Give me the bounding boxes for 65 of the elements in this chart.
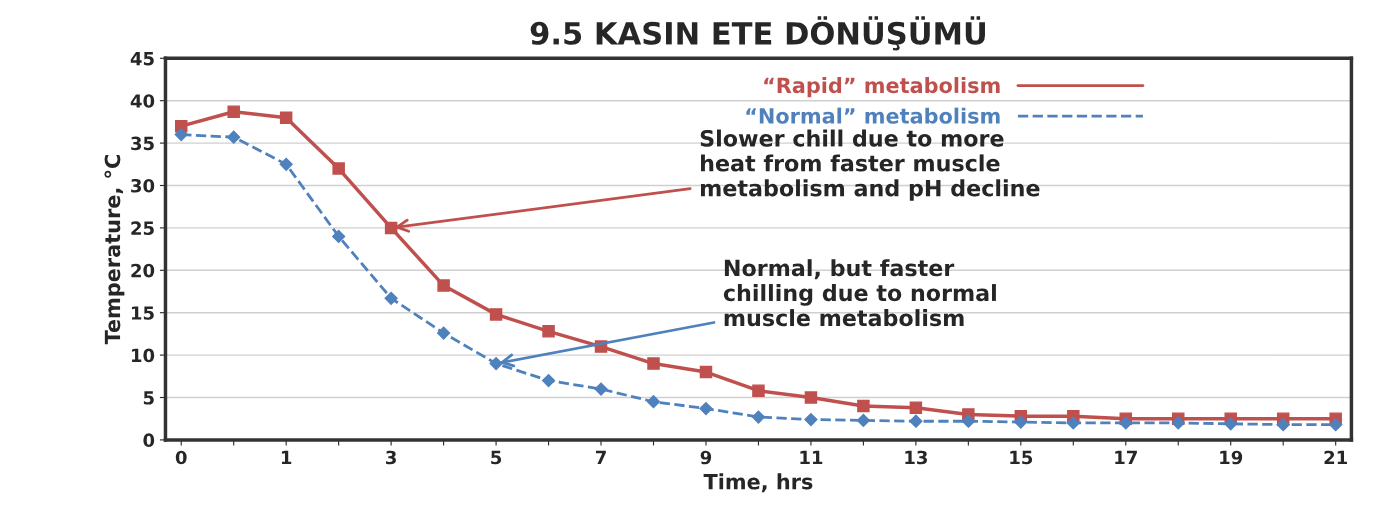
- point: [1066, 416, 1080, 430]
- point: [332, 162, 345, 175]
- y-tick-label: 25: [131, 221, 154, 236]
- x-axis-title: Time, hrs: [703, 473, 813, 493]
- chart-title: 9.5 KASIN ETE DÖNÜŞÜMÜ: [530, 16, 985, 51]
- point: [279, 111, 293, 124]
- point: [752, 384, 765, 397]
- y-tick-label: 30: [131, 178, 155, 193]
- x-tick-label: 11: [800, 450, 823, 465]
- annotation: Slower chill due to more heat from faster muscle metabolism and pH decline: [700, 129, 1040, 201]
- x-tick-label: 13: [905, 450, 927, 465]
- y-tick-label: 0: [143, 433, 155, 448]
- x-tick-label: 15: [1010, 450, 1033, 465]
- x-tick-label: 19: [1220, 450, 1243, 465]
- y-tick-label: 20: [131, 263, 155, 278]
- point: [227, 105, 240, 118]
- point: [1119, 416, 1133, 430]
- point: [804, 391, 818, 404]
- text: “Normal” metabolism: [746, 107, 1000, 124]
- point: [961, 414, 975, 428]
- point: [699, 401, 713, 416]
- point: [856, 413, 870, 427]
- point: [489, 356, 503, 371]
- x-tick-label: 9: [700, 450, 712, 465]
- point: [1329, 418, 1343, 432]
- point: [909, 414, 923, 428]
- x-tick-label: 1: [281, 450, 292, 465]
- x-tick-label: 3: [386, 450, 396, 465]
- point: [542, 325, 555, 338]
- point: [332, 229, 346, 243]
- y-tick-label: 5: [143, 391, 154, 405]
- y-tick-label: 40: [130, 94, 155, 108]
- point: [751, 410, 766, 424]
- y-tick-label: 45: [130, 52, 154, 66]
- point: [227, 130, 241, 144]
- point: [646, 395, 661, 409]
- x-tick-label: 17: [1115, 450, 1137, 465]
- point: [279, 157, 293, 171]
- point: [437, 279, 450, 292]
- y-tick-label: 35: [131, 136, 154, 151]
- point: [489, 308, 503, 321]
- x-tick-label: 21: [1324, 450, 1347, 465]
- x-tick-label: 0: [175, 450, 187, 465]
- point: [1276, 418, 1290, 432]
- point: [699, 365, 713, 379]
- x-tick-label: 5: [491, 450, 502, 465]
- x-tick-label: 7: [595, 450, 606, 465]
- annotation: Normal, but faster chilling due to normal muscle metabolism: [723, 259, 996, 327]
- point: [647, 357, 660, 370]
- y-tick-label: 10: [131, 348, 155, 363]
- point: [1224, 417, 1238, 431]
- point: [384, 221, 398, 235]
- point: [804, 412, 818, 427]
- y-tick-label: 15: [131, 306, 154, 320]
- point: [437, 326, 451, 340]
- point: [909, 401, 923, 414]
- point: [174, 128, 188, 142]
- text: “Rapid” metabolism: [764, 77, 1000, 98]
- point: [541, 373, 556, 388]
- point: [594, 382, 608, 396]
- point: [1171, 416, 1185, 430]
- y-axis-title: Temperature, °C: [104, 155, 125, 345]
- point: [1014, 415, 1028, 429]
- point: [384, 291, 398, 305]
- point: [857, 399, 870, 413]
